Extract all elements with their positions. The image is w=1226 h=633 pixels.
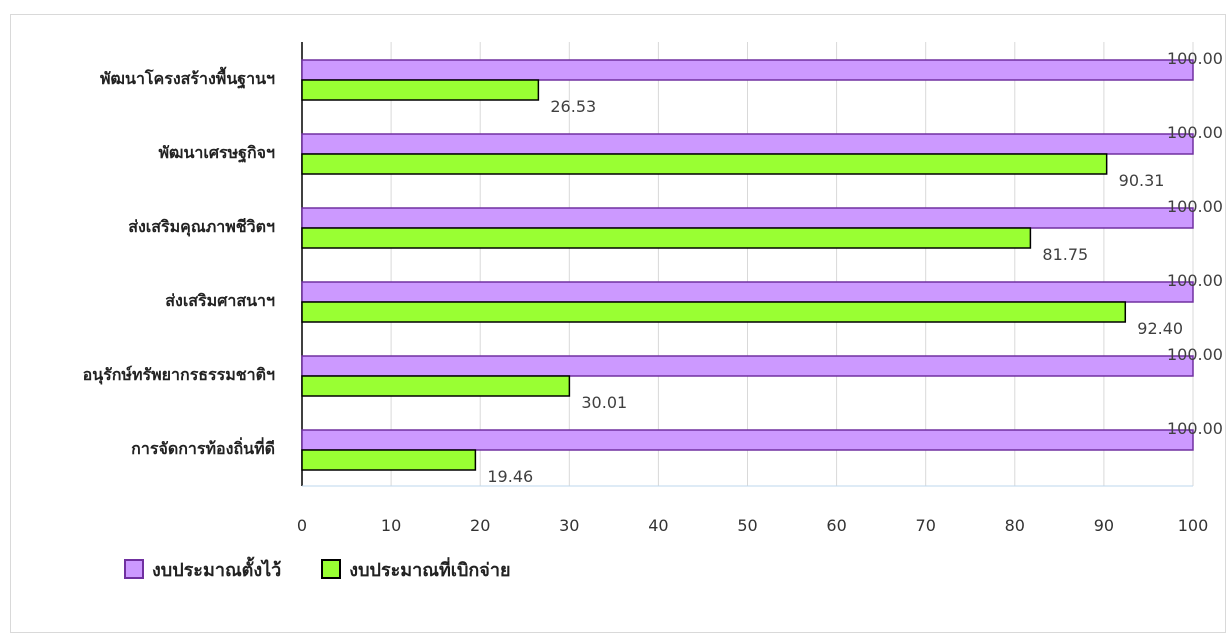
data-label: 90.31	[1119, 171, 1165, 190]
data-label: 30.01	[581, 393, 627, 412]
data-label: 26.53	[550, 97, 596, 116]
data-label: 92.40	[1137, 319, 1183, 338]
x-tick-label: 50	[737, 516, 757, 535]
bar-budget-set	[301, 281, 1194, 303]
x-tick-label: 40	[648, 516, 668, 535]
bar-budget-disbursed	[301, 449, 477, 471]
data-label: 100.00	[1167, 345, 1223, 364]
category-label: พัฒนาเศรษฐกิจฯ	[158, 143, 275, 163]
category-label: ส่งเสริมคุณภาพชีวิตฯ	[128, 217, 275, 237]
legend-item-budget-disbursed: งบประมาณที่เบิกจ่าย	[321, 555, 511, 584]
legend-label-budget-set: งบประมาณตั้งไว้	[152, 559, 282, 581]
bar-budget-set	[301, 59, 1194, 81]
legend-swatch-budget-disbursed	[321, 559, 342, 579]
legend: งบประมาณตั้งไว้ งบประมาณที่เบิกจ่าย	[124, 556, 511, 582]
bar-budget-set	[301, 429, 1194, 451]
legend-label-budget-disbursed: งบประมาณที่เบิกจ่าย	[349, 559, 511, 581]
bar-budget-set	[301, 133, 1194, 155]
x-tick-label: 20	[470, 516, 490, 535]
data-label: 81.75	[1042, 245, 1088, 264]
x-tick-label: 90	[1094, 516, 1114, 535]
bar-budget-set	[301, 207, 1194, 229]
category-label: ส่งเสริมศาสนาฯ	[165, 291, 275, 310]
legend-item-budget-set: งบประมาณตั้งไว้	[124, 555, 281, 584]
bar-budget-disbursed	[301, 79, 540, 101]
chart-frame	[10, 14, 1226, 633]
bar-budget-disbursed	[301, 227, 1032, 249]
legend-swatch-budget-set	[124, 559, 144, 579]
bar-budget-disbursed	[301, 301, 1127, 323]
x-tick-label: 30	[559, 516, 579, 535]
data-label: 100.00	[1167, 419, 1223, 438]
x-tick-label: 0	[297, 516, 307, 535]
bar-budget-disbursed	[301, 375, 571, 397]
x-tick-label: 10	[381, 516, 401, 535]
category-label: พัฒนาโครงสร้างพื้นฐานฯ	[100, 66, 275, 89]
x-tick-label: 70	[916, 516, 936, 535]
x-tick-label: 80	[1005, 516, 1025, 535]
data-label: 100.00	[1167, 123, 1223, 142]
data-label: 100.00	[1167, 271, 1223, 290]
data-label: 19.46	[487, 467, 533, 486]
data-label: 100.00	[1167, 49, 1223, 68]
bar-budget-disbursed	[301, 153, 1108, 175]
x-tick-label: 100	[1178, 516, 1209, 535]
bar-budget-set	[301, 355, 1194, 377]
data-label: 100.00	[1167, 197, 1223, 216]
category-label: การจัดการท้องถิ่นที่ดี	[131, 437, 275, 458]
x-tick-label: 60	[826, 516, 846, 535]
category-label: อนุรักษ์ทรัพยากรธรรมชาติฯ	[83, 365, 275, 385]
